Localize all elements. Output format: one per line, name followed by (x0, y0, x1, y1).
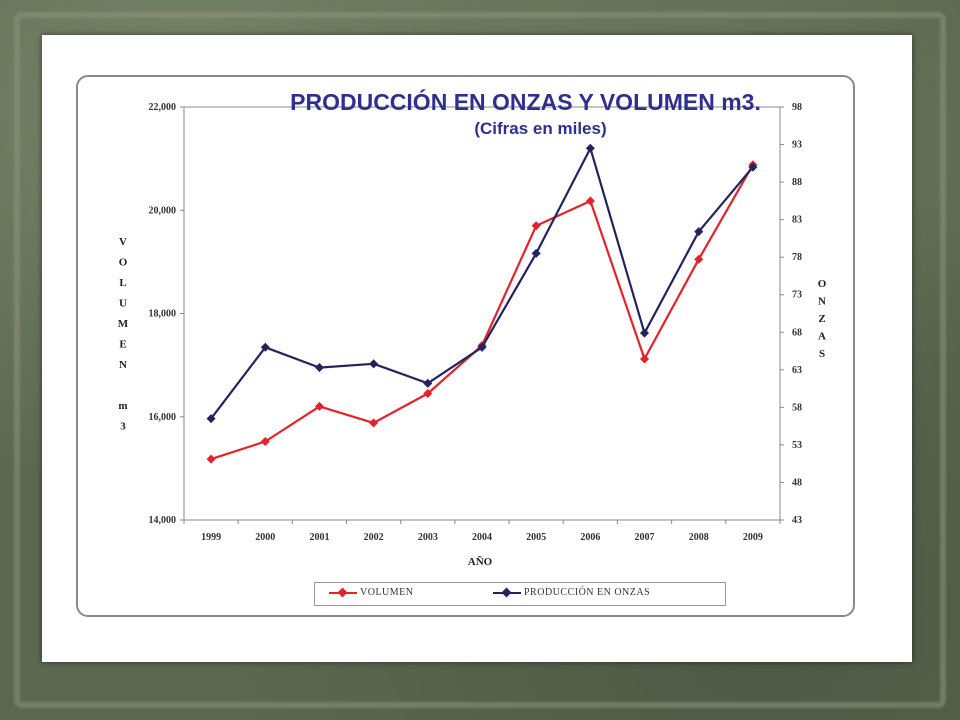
y-right-axis-label-letter: A (818, 331, 826, 343)
y-left-axis-label-letter: O (119, 257, 128, 269)
legend-label-volumen: VOLUMEN (360, 587, 414, 598)
x-tick-label: 2007 (635, 532, 655, 543)
y-right-tick-label: 78 (792, 252, 802, 263)
x-tick-label: 2001 (309, 532, 329, 543)
data-point-onzas (369, 359, 379, 369)
y-left-tick-label: 16,000 (149, 412, 177, 423)
x-axis-label: AÑO (468, 556, 493, 568)
legend-item-onzas: PRODUCCIÓN EN ONZAS (493, 587, 650, 598)
y-right-tick-label: 73 (792, 290, 802, 301)
chart-subtitle: (Cifras en miles) (474, 119, 607, 138)
data-point-onzas (694, 227, 704, 237)
data-point-volumen (260, 436, 270, 447)
x-tick-label: 2005 (526, 532, 546, 543)
legend-label-onzas: PRODUCCIÓN EN ONZAS (524, 587, 651, 598)
series-line-onzas (210, 147, 754, 420)
data-point-volumen (206, 454, 216, 464)
chart-title: PRODUCCIÓN EN ONZAS Y VOLUMEN m3. (290, 89, 761, 115)
x-tick-label: 2004 (472, 532, 492, 543)
y-right-axis-label-letter: S (819, 348, 825, 360)
y-left-axis-label-letter: M (118, 318, 129, 330)
data-point-onzas (314, 363, 325, 373)
x-tick-label: 2000 (255, 532, 275, 543)
legend-swatch-onzas (493, 587, 521, 597)
data-point-onzas (531, 248, 541, 258)
x-tick-label: 2006 (580, 532, 600, 543)
y-right-tick-label: 83 (792, 215, 802, 226)
y-right-tick-label: 48 (792, 477, 802, 488)
legend-item-volumen: VOLUMEN (329, 587, 414, 598)
data-point-volumen (585, 196, 595, 206)
y-left-tick-label: 20,000 (149, 205, 177, 216)
x-tick-label: 2008 (689, 532, 709, 543)
data-point-volumen (369, 418, 379, 428)
y-left-axis-label-letter: L (119, 277, 126, 289)
y-left-tick-label: 22,000 (149, 102, 177, 113)
y-right-tick-label: 93 (792, 140, 802, 151)
y-right-tick-label: 68 (792, 327, 802, 338)
data-point-volumen (694, 254, 704, 264)
chart-svg: 14,000 16,000 18,000 20,000 22,000 43 48 53 58 63… (118, 102, 827, 568)
y-right-tick-label: 63 (792, 365, 802, 376)
y-right-axis-label-letter: Z (818, 313, 825, 325)
y-right-tick-label: 43 (792, 515, 802, 526)
slide: 14,000 16,000 18,000 20,000 22,000 43 48 53 58 63… (42, 35, 912, 662)
plot-area (183, 106, 781, 521)
x-tick-label: 2009 (743, 532, 763, 543)
series-line-volumen (210, 164, 754, 461)
x-tick-label: 2003 (418, 532, 438, 543)
data-point-volumen (423, 389, 433, 399)
x-tick-label: 2002 (364, 532, 384, 543)
data-point-onzas (423, 378, 433, 388)
chart-legend: VOLUMEN PRODUCCIÓN EN ONZAS (314, 582, 726, 606)
y-right-tick-label: 58 (792, 402, 802, 413)
y-left-axis-label-letter: E (119, 339, 126, 351)
chart-panel: 14,000 16,000 18,000 20,000 22,000 43 48 53 58 63… (76, 75, 855, 617)
y-left-axis-label-letter: 3 (120, 421, 126, 433)
data-point-volumen (639, 354, 650, 364)
y-right-tick-label: 53 (792, 440, 802, 451)
y-right-axis-label-letter: O (818, 278, 827, 290)
x-tick-label: 1999 (201, 532, 221, 543)
legend-swatch-volumen (329, 587, 357, 597)
y-left-tick-label: 18,000 (149, 309, 177, 320)
y-left-tick-label: 14,000 (149, 515, 177, 526)
data-point-onzas (639, 328, 650, 338)
y-right-axis-label-letter: N (818, 296, 826, 308)
data-point-volumen (531, 221, 541, 231)
y-right-tick-label: 98 (792, 102, 802, 113)
data-point-onzas (585, 143, 595, 153)
y-left-axis-label-letter: m (118, 400, 127, 412)
data-point-onzas (260, 342, 270, 352)
y-right-tick-label: 88 (792, 177, 802, 188)
y-left-axis-label-letter: U (119, 298, 127, 310)
y-left-axis-label-letter: N (119, 359, 127, 371)
y-left-axis-label-letter: V (119, 236, 127, 248)
